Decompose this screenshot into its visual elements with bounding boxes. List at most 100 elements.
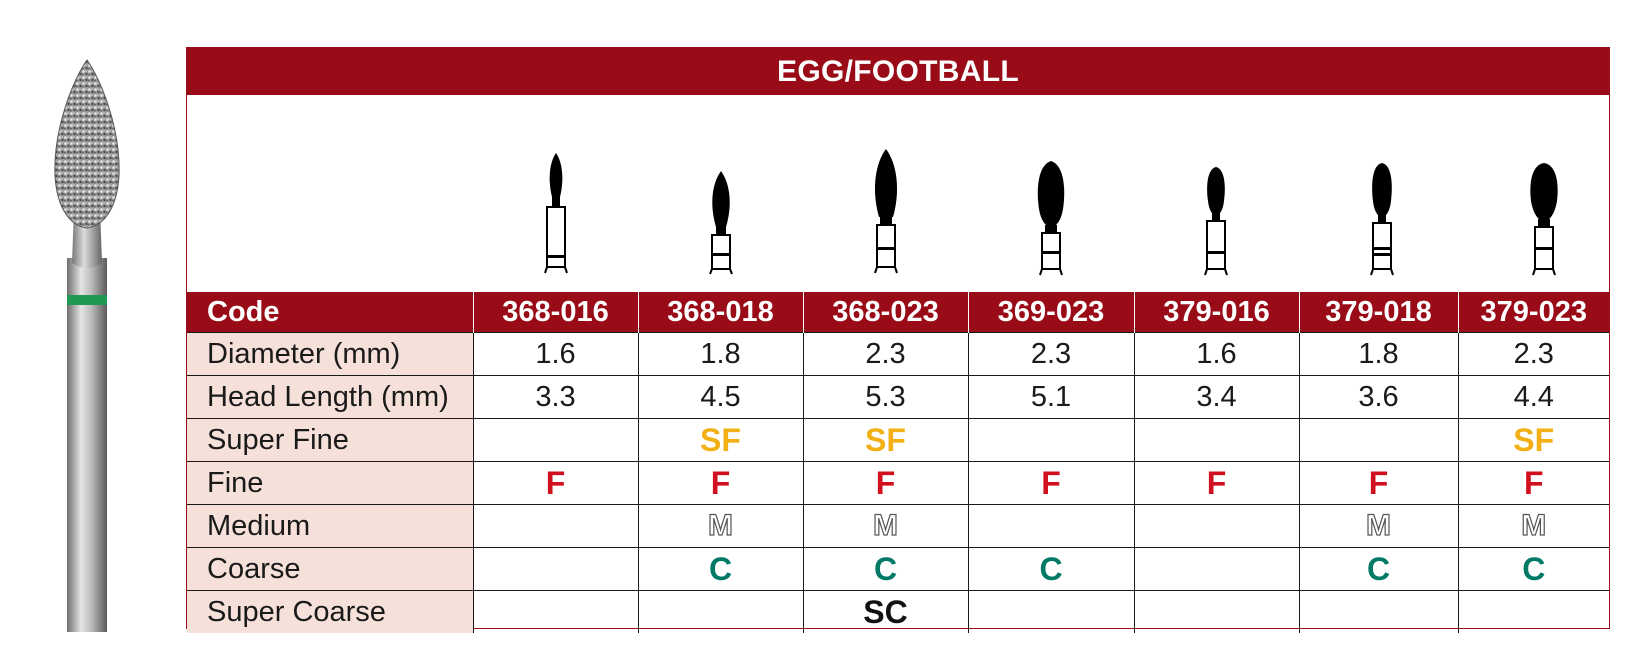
table-cell (472, 590, 638, 633)
table-cell: C (1457, 547, 1609, 591)
table-cell: 3.6 (1298, 375, 1458, 419)
profile-368-023 (803, 95, 968, 292)
table-cell: 1.8 (1298, 332, 1458, 376)
product-table-panel: EGG/FOOTBALL (186, 47, 1610, 633)
bur-profile-icon (1369, 163, 1394, 276)
table-row: Diameter (mm) 1.6 1.8 2.3 2.3 1.6 1.8 2.3 (187, 332, 1609, 376)
table-cell: 4.5 (637, 375, 803, 419)
table-cell (472, 504, 638, 548)
table-cell: M (1298, 504, 1458, 548)
table-cell: 3.3 (472, 375, 638, 419)
table-cell: 5.3 (802, 375, 968, 419)
row-label: Diameter (mm) (187, 332, 473, 376)
table-cell: 1.8 (637, 332, 803, 376)
grit-mark: C (1039, 550, 1063, 587)
bur-profile-icon (1204, 167, 1228, 276)
table-cell: M (1457, 504, 1609, 548)
grit-mark: C (1522, 550, 1546, 587)
table-cell (1133, 504, 1299, 548)
spec-table-body: Code 368-016 368-018 368-023 369-023 379-016 3… (187, 292, 1609, 633)
table-cell (1133, 418, 1299, 462)
bur-profile-icon (1529, 163, 1558, 276)
grit-mark: F (710, 464, 731, 501)
table-cell: SF (637, 418, 803, 462)
bur-profile-icon (708, 171, 733, 275)
table-cell: C (802, 547, 968, 591)
table-row: Super Coarse SC (187, 590, 1609, 633)
table-cell: M (802, 504, 968, 548)
table-cell (472, 547, 638, 591)
table-cell (1133, 547, 1299, 591)
profile-368-018 (638, 95, 803, 292)
profile-379-023 (1464, 95, 1623, 292)
grit-mark: F (1523, 464, 1544, 501)
profile-369-023 (968, 95, 1133, 292)
table-cell: 3.4 (1133, 375, 1299, 419)
row-label: Medium (187, 504, 473, 548)
row-label: Head Length (mm) (187, 375, 473, 419)
table-cell: 4.4 (1457, 375, 1609, 419)
bur-profile-icon (1037, 161, 1064, 276)
table-cell: SF (1457, 418, 1609, 462)
table-cell (1298, 590, 1458, 633)
table-row: Coarse C C C C C (187, 547, 1609, 591)
table-cell (1457, 590, 1609, 633)
grit-mark: F (545, 464, 566, 501)
table-cell (637, 590, 803, 633)
table-cell: F (472, 461, 638, 505)
code-header-row: Code 368-016 368-018 368-023 369-023 379-016 3… (187, 292, 1609, 333)
table-cell: F (1298, 461, 1458, 505)
bur-profile-icon (873, 149, 898, 274)
table-row: Fine F F F F F F F (187, 461, 1609, 505)
table-row: Head Length (mm) 3.3 4.5 5.3 5.1 3.4 3.6 4.4 (187, 375, 1609, 419)
table-cell (967, 590, 1134, 633)
table-cell: F (637, 461, 803, 505)
grit-mark: C (873, 550, 898, 587)
table-cell: C (967, 547, 1134, 591)
profile-row (187, 95, 1609, 292)
code-cell: 368-023 (802, 292, 968, 333)
bur-photo-icon (54, 59, 120, 632)
code-cell: 368-018 (637, 292, 803, 333)
table-cell: 5.1 (967, 375, 1134, 419)
table-cell: F (1133, 461, 1299, 505)
table-title: EGG/FOOTBALL (187, 48, 1609, 95)
row-label: Code (187, 292, 473, 333)
table-cell: 1.6 (472, 332, 638, 376)
table-cell (472, 418, 638, 462)
row-label: Super Coarse (187, 590, 473, 633)
table-cell: 1.6 (1133, 332, 1299, 376)
grit-mark: F (1368, 464, 1389, 501)
grit-mark: F (1041, 464, 1061, 501)
profile-368-016 (473, 95, 638, 292)
grit-mark: M (707, 508, 733, 542)
table-cell: SC (802, 590, 968, 633)
grit-mark: F (1206, 464, 1227, 501)
table-cell: 2.3 (967, 332, 1134, 376)
grit-mark: M (1365, 508, 1391, 542)
table-cell: F (967, 461, 1134, 505)
table-cell: M (637, 504, 803, 548)
grit-mark: F (875, 464, 896, 501)
table-cell: 2.3 (1457, 332, 1609, 376)
grit-mark: C (1366, 550, 1391, 587)
grit-mark: SF (865, 421, 906, 458)
code-cell: 379-016 (1133, 292, 1299, 333)
grit-mark: SF (1513, 421, 1555, 458)
grit-mark: SF (700, 421, 741, 458)
grit-mark: SC (863, 593, 908, 630)
code-cell: 379-018 (1298, 292, 1458, 333)
table-cell (967, 504, 1134, 548)
table-cell (1298, 418, 1458, 462)
table-cell: 2.3 (802, 332, 968, 376)
code-cell: 379-023 (1457, 292, 1609, 333)
table-row: Super Fine SF SF SF (187, 418, 1609, 462)
row-label: Fine (187, 461, 473, 505)
code-cell: 368-016 (472, 292, 638, 333)
table-cell: SF (802, 418, 968, 462)
row-label: Coarse (187, 547, 473, 591)
grit-mark: M (872, 508, 898, 542)
row-label: Super Fine (187, 418, 473, 462)
table-row: Medium M M M M (187, 504, 1609, 548)
table-cell: C (1298, 547, 1458, 591)
